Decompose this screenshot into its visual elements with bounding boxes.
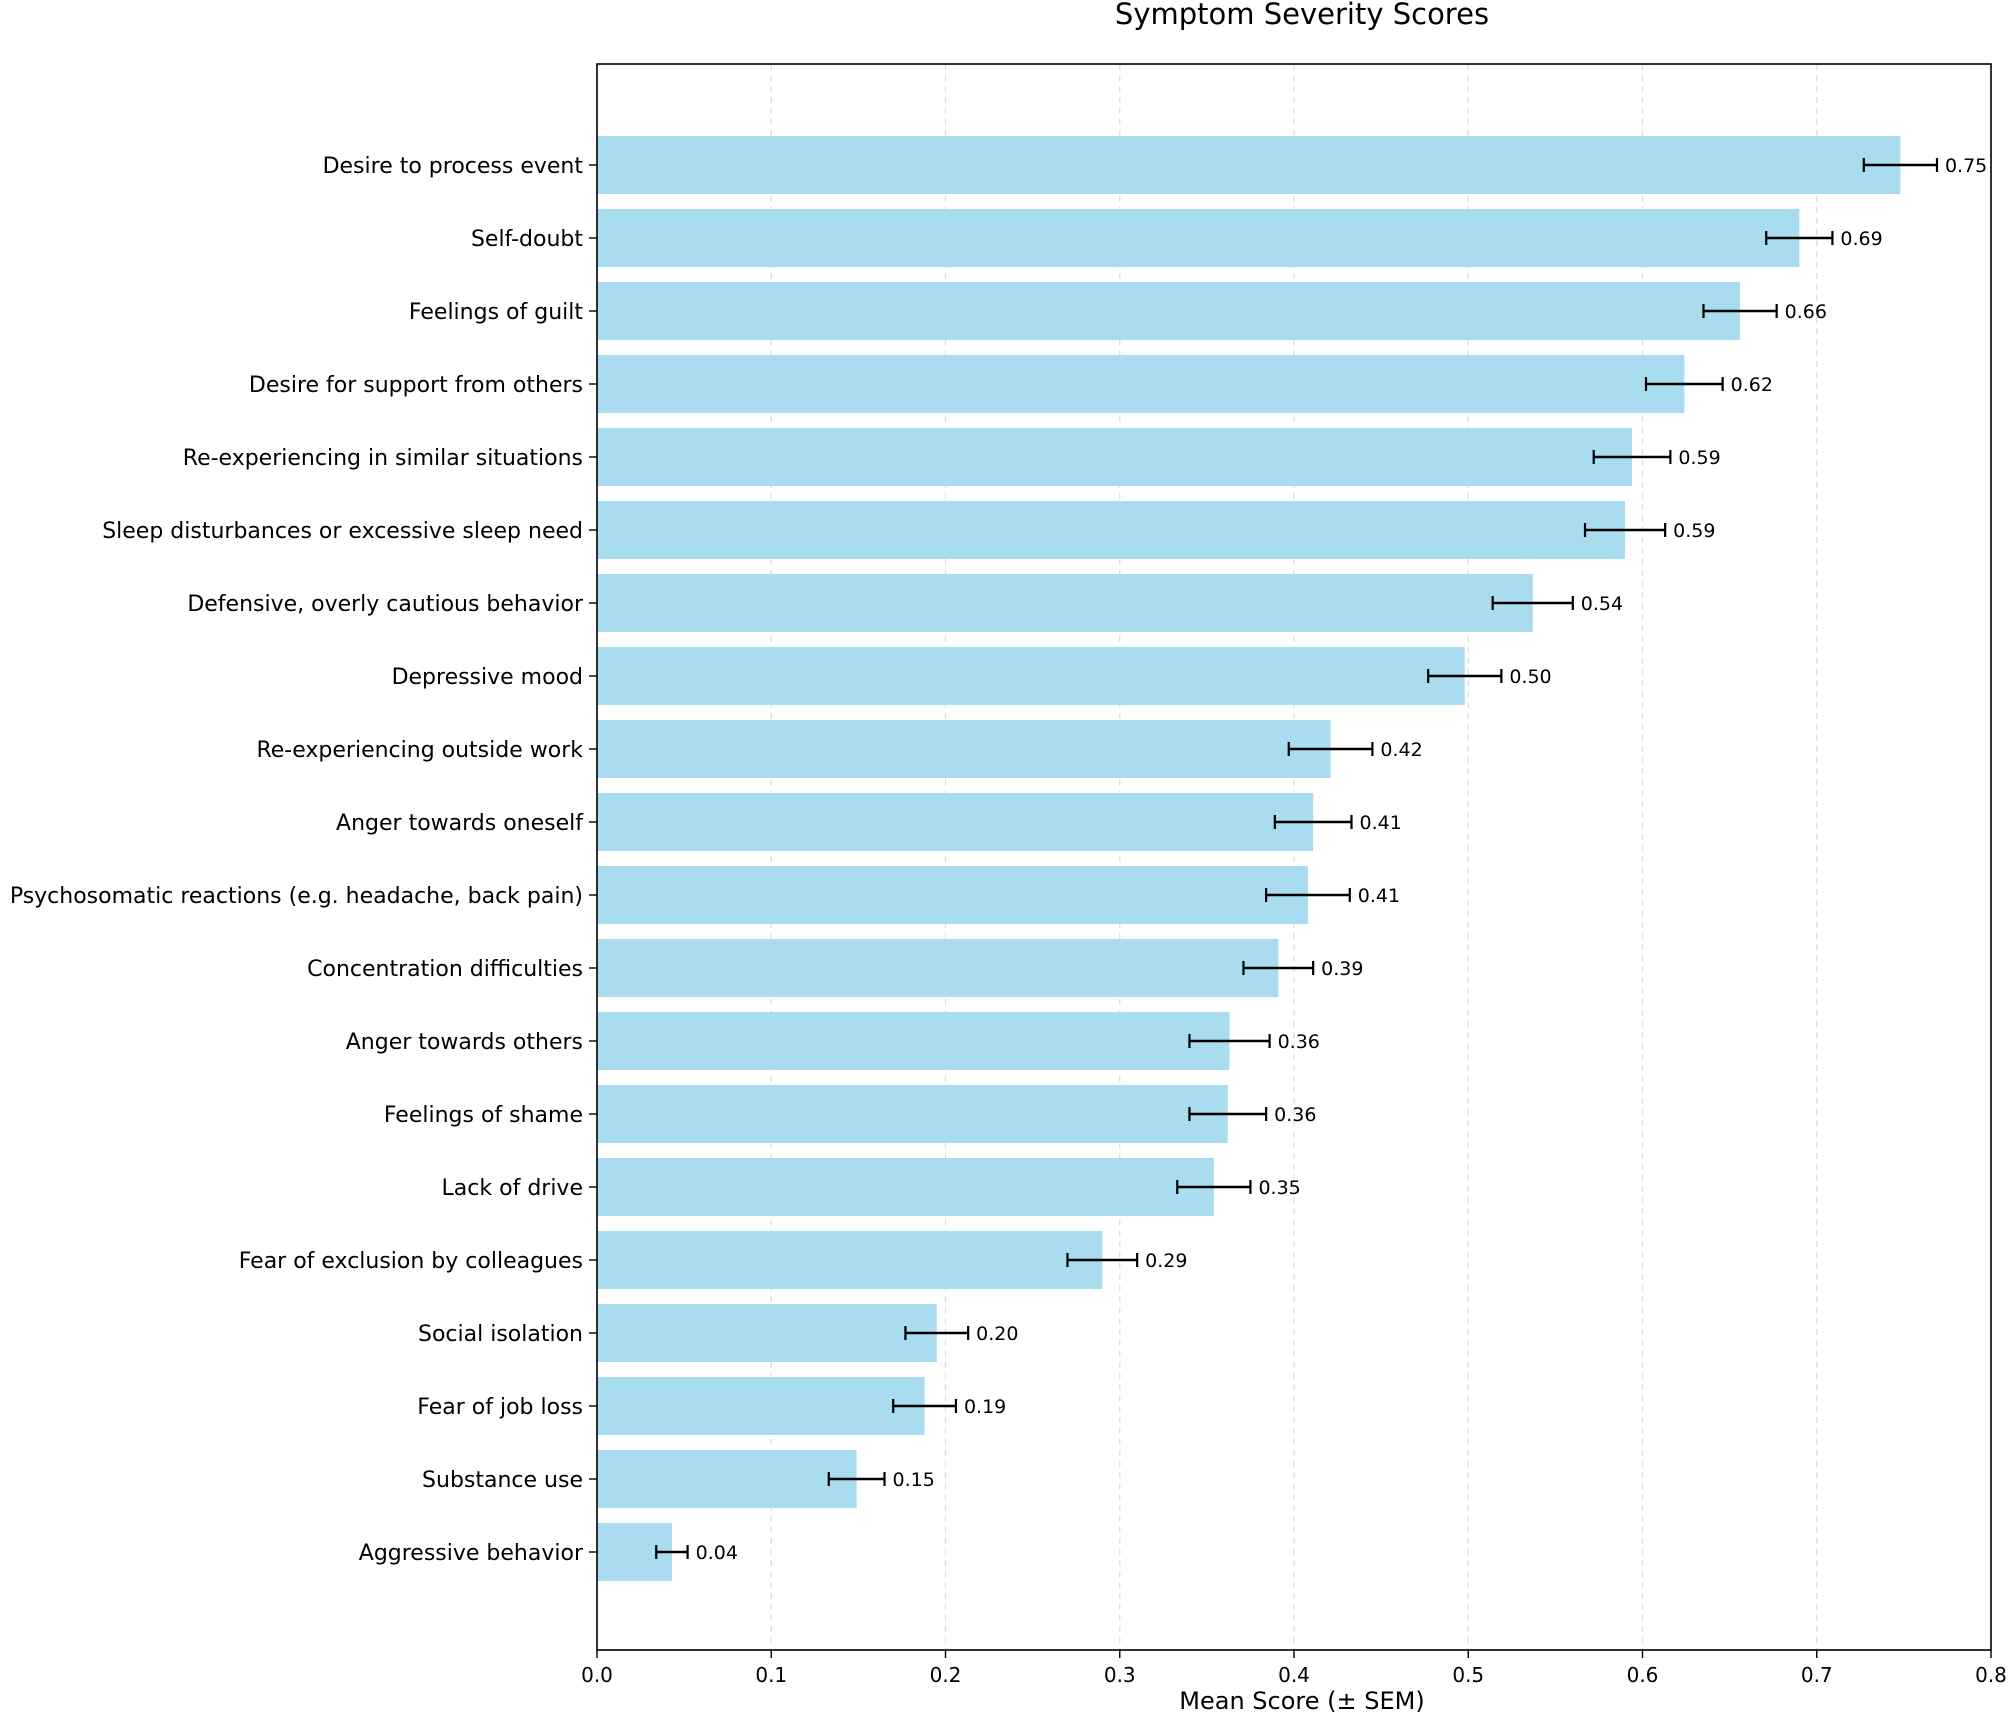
- value-label: 0.42: [1380, 739, 1422, 761]
- value-label: 0.69: [1840, 228, 1882, 250]
- value-label: 0.75: [1945, 155, 1987, 177]
- chart-title: Symptom Severity Scores: [1115, 0, 1489, 31]
- category-label: Anger towards others: [346, 1030, 583, 1055]
- bar: [597, 136, 1901, 194]
- bars: [597, 136, 1901, 1581]
- x-tick-label: 0.5: [1452, 1663, 1484, 1687]
- category-label: Desire for support from others: [249, 373, 583, 398]
- category-label: Self-doubt: [471, 227, 583, 252]
- value-label: 0.59: [1673, 520, 1715, 542]
- error-bars: [655, 158, 1939, 1559]
- category-label: Defensive, overly cautious behavior: [187, 592, 584, 617]
- x-tick-label: 0.3: [1104, 1663, 1136, 1687]
- value-label: 0.19: [964, 1396, 1006, 1418]
- category-label: Depressive mood: [392, 665, 583, 690]
- category-label: Substance use: [422, 1468, 583, 1493]
- category-label: Lack of drive: [442, 1176, 583, 1201]
- x-tick-label: 0.8: [1975, 1663, 2007, 1687]
- bar: [597, 1450, 857, 1508]
- x-tick-label: 0.4: [1278, 1663, 1310, 1687]
- category-label: Feelings of guilt: [409, 300, 583, 325]
- value-label: 0.20: [976, 1323, 1018, 1345]
- bar: [597, 1158, 1214, 1216]
- category-label: Sleep disturbances or excessive sleep ne…: [102, 519, 583, 544]
- value-label: 0.50: [1509, 666, 1551, 688]
- bar: [597, 355, 1685, 413]
- category-label: Anger towards oneself: [336, 811, 584, 836]
- x-tick-label: 0.2: [930, 1663, 962, 1687]
- bar: [597, 209, 1800, 267]
- x-tick-label: 0.7: [1801, 1663, 1833, 1687]
- value-label: 0.36: [1274, 1104, 1316, 1126]
- bar: [597, 939, 1279, 997]
- x-axis-label: Mean Score (± SEM): [1179, 1687, 1424, 1714]
- category-label: Re-experiencing outside work: [256, 738, 583, 763]
- x-tick-label: 0.0: [581, 1663, 613, 1687]
- value-label: 0.41: [1358, 885, 1400, 907]
- bar: [597, 1012, 1230, 1070]
- value-label: 0.35: [1258, 1177, 1300, 1199]
- bar: [597, 1085, 1228, 1143]
- category-label: Fear of job loss: [417, 1395, 583, 1420]
- value-label: 0.62: [1731, 374, 1773, 396]
- bar: [597, 574, 1533, 632]
- value-label: 0.39: [1321, 958, 1363, 980]
- bar: [597, 720, 1331, 778]
- x-tick-label: 0.6: [1627, 1663, 1659, 1687]
- value-label: 0.29: [1145, 1250, 1187, 1272]
- value-label: 0.54: [1581, 593, 1623, 615]
- x-tick-label: 0.1: [755, 1663, 787, 1687]
- category-labels: Desire to process event Self-doubt Feeling…: [10, 154, 597, 1566]
- category-label: Feelings of shame: [384, 1103, 583, 1128]
- bar: [597, 501, 1626, 559]
- category-label: Re-experiencing in similar situations: [183, 446, 583, 471]
- category-label: Fear of exclusion by colleagues: [239, 1249, 583, 1274]
- bar: [597, 1304, 937, 1362]
- value-label: 0.41: [1360, 812, 1402, 834]
- value-label: 0.15: [893, 1469, 935, 1491]
- bar: [597, 866, 1308, 924]
- bar: [597, 793, 1314, 851]
- category-label: Social isolation: [418, 1322, 583, 1347]
- value-label: 0.04: [696, 1542, 738, 1564]
- value-label: 0.59: [1678, 447, 1720, 469]
- value-label: 0.36: [1278, 1031, 1320, 1053]
- bar: [597, 1377, 925, 1435]
- category-label: Aggressive behavior: [359, 1541, 584, 1566]
- bar: [597, 1231, 1103, 1289]
- bar: [597, 428, 1633, 486]
- category-label: Psychosomatic reactions (e.g. headache, …: [10, 884, 583, 909]
- x-axis-ticks: 0.0 0.1 0.2 0.3 0.4 0.5 0.6 0.7 0.8: [581, 1650, 2007, 1687]
- value-label: 0.66: [1785, 301, 1827, 323]
- bar: [597, 647, 1465, 705]
- value-labels: 0.75 0.69 0.66 0.62 0.59 0.59 0.54 0.50 0.42 0.41…: [696, 155, 1988, 1564]
- category-label: Desire to process event: [323, 154, 584, 179]
- category-label: Concentration difficulties: [307, 957, 583, 982]
- bar: [597, 282, 1741, 340]
